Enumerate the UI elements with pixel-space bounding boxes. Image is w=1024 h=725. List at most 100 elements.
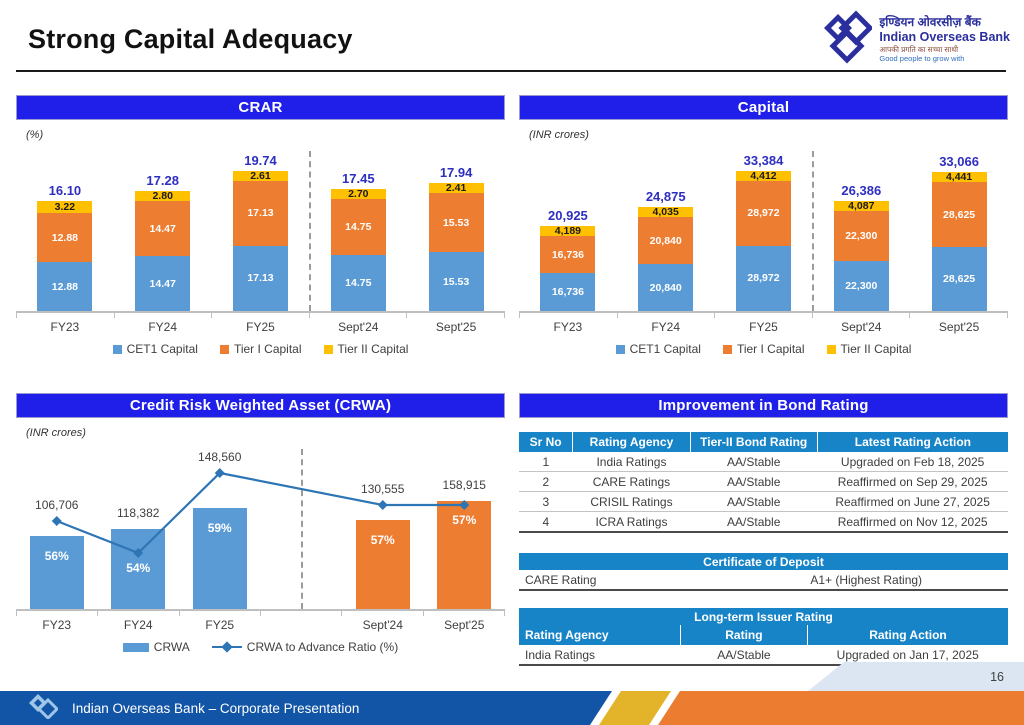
chart-legend: CRWA CRWA to Advance Ratio (%) xyxy=(16,640,505,654)
bar-group: 130,555 57% xyxy=(342,445,423,609)
chart-legend: CET1 Capital Tier I Capital Tier II Capita… xyxy=(16,342,505,356)
bar-stack: 2.80 14.47 14.47 xyxy=(135,190,191,311)
bar-segment: 14.47 xyxy=(135,256,191,311)
bar-segment: 15.53 xyxy=(428,252,484,311)
axis-label: FY23 xyxy=(553,320,583,334)
axis-tick xyxy=(261,611,343,616)
bar-segment: 17.13 xyxy=(232,180,288,246)
column-header: Rating xyxy=(679,625,808,645)
bar-segment-label: 16,736 xyxy=(551,248,584,261)
table-row: 4 ICRA Ratings AA/Stable Reaffirmed on Nov … xyxy=(519,511,1008,533)
bar-segment: 28,625 xyxy=(931,182,987,247)
bar-total-label: 26,386 xyxy=(841,182,882,198)
bar-group: 17.45 2.70 14.75 14.75 xyxy=(309,147,407,311)
crwa-panel: Credit Risk Weighted Asset (CRWA) (INR c… xyxy=(16,393,505,654)
footer-text: Indian Overseas Bank – Corporate Present… xyxy=(72,700,360,716)
axis-labels: FY23 FY24 FY25 Sept'24 Sept'25 xyxy=(519,320,1008,334)
bar-segment: 28,972 xyxy=(735,245,791,311)
certificate-of-deposit-banner: Certificate of Deposit xyxy=(519,553,1008,570)
bar-segment: 14.47 xyxy=(135,201,191,257)
table-cell: Reaffirmed on Sep 29, 2025 xyxy=(817,471,1008,492)
bar-group: 17.28 2.80 14.47 14.47 xyxy=(114,147,212,311)
table-cell: 3 xyxy=(519,491,573,512)
bar-group: 106,706 56% xyxy=(16,445,97,609)
page-title: Strong Capital Adequacy xyxy=(28,24,353,54)
bar-group: 26,386 4,087 22,300 22,300 xyxy=(812,147,910,311)
axis-label: Sept'25 xyxy=(938,320,980,334)
bar-total-label: 19.74 xyxy=(244,152,277,168)
table-cell: 4 xyxy=(519,511,573,533)
bar-stack: 3.22 12.88 12.88 xyxy=(37,200,93,311)
capital-unit-label: (INR crores) xyxy=(529,129,589,141)
axis-tick xyxy=(618,313,716,318)
bar-value-label: 118,382 xyxy=(116,505,160,520)
axis-label xyxy=(261,618,343,632)
table-cell: Upgraded on Feb 18, 2025 xyxy=(817,452,1008,472)
table-cell: AA/Stable xyxy=(690,452,818,472)
legend-swatch xyxy=(122,642,149,652)
bar-group: 17.94 2.41 15.53 15.53 xyxy=(407,147,505,311)
period-divider xyxy=(309,151,312,311)
axis-label: Sept'24 xyxy=(338,320,379,334)
table-cell: India Ratings xyxy=(572,452,691,472)
legend-label: CET1 Capital xyxy=(126,342,198,356)
table-row: 1 India Ratings AA/Stable Upgraded on Feb 1… xyxy=(519,452,1008,472)
bond-rating-banner: Improvement in Bond Rating xyxy=(519,393,1008,418)
column-header: Rating Action xyxy=(806,625,1008,645)
axis-tick xyxy=(342,611,424,616)
bar-total-label: 17.94 xyxy=(439,165,473,181)
axis-label: FY24 xyxy=(123,618,153,632)
bar-segment: 4,441 xyxy=(931,172,987,183)
table-header-row: Sr No Rating Agency Tier-II Bond Rating Lat… xyxy=(519,432,1008,452)
x-axis: FY23 FY24 FY25 Sept'24 Sept'25 xyxy=(16,609,505,632)
bank-tagline-hindi: आपकी प्रगति का सच्चा साथी xyxy=(879,44,959,54)
bar-segment: 4,412 xyxy=(735,169,791,182)
table-body: India Ratings AA/Stable Upgraded on Jan 17… xyxy=(519,645,1008,666)
legend-diamond-icon xyxy=(221,641,233,653)
bar-segment-label: 28,625 xyxy=(943,208,976,221)
x-axis: FY23 FY24 FY25 Sept'24 Sept'25 xyxy=(519,311,1008,334)
axis-label: FY23 xyxy=(50,320,80,334)
bar-group: 20,925 4,189 16,736 16,736 xyxy=(519,147,617,311)
bar-segment: 12.88 xyxy=(37,262,93,311)
bar-segment: 22,300 xyxy=(833,260,889,311)
table-header: Sr No Rating Agency Tier-II Bond Rating Lat… xyxy=(519,432,1008,452)
axis-label: Sept'24 xyxy=(362,618,403,632)
bank-logo: इण्डियन ओवरसीज़ बैंक Indian Overseas Ban… xyxy=(822,10,1010,69)
bar-segment-label: 4,189 xyxy=(554,224,582,237)
axis-tick xyxy=(407,313,505,318)
axis-tick xyxy=(16,611,99,616)
table-row: 3 CRISIL Ratings AA/Stable Reaffirmed on Ju… xyxy=(519,491,1008,512)
bar-segment-label: 4,412 xyxy=(750,169,777,182)
table-cell: 1 xyxy=(519,452,573,472)
bar-segment: 15.53 xyxy=(428,193,484,253)
crwa-unit-label: (INR crores) xyxy=(26,427,86,439)
table-cell: AA/Stable xyxy=(680,645,808,666)
bar-segment-label: 17.13 xyxy=(247,272,274,285)
long-term-issuer-banner: Long-term Issuer Rating xyxy=(519,608,1008,625)
legend-item: Tier I Capital xyxy=(219,342,302,356)
legend-label: Tier I Capital xyxy=(233,342,302,356)
column-header: Latest Rating Action xyxy=(816,432,1008,452)
bar-segment: 20,840 xyxy=(638,264,694,311)
bar-total-label: 17.45 xyxy=(342,170,375,186)
footer-emblem-icon xyxy=(28,693,60,724)
axis-tick xyxy=(910,313,1008,318)
legend-item: Tier I Capital xyxy=(722,342,805,356)
bar-total-label: 16.10 xyxy=(48,182,82,198)
bar-segment: 2.61 xyxy=(232,169,288,182)
table-cell: CARE Ratings xyxy=(572,471,691,492)
table-cell: CRISIL Ratings xyxy=(572,491,691,512)
bar-segment: 17.13 xyxy=(232,245,288,311)
bar-segment-label: 2.61 xyxy=(250,169,271,182)
bar-segment-label: 3.22 xyxy=(54,201,76,214)
bar-segment: 3.22 xyxy=(37,200,93,214)
table-row: 2 CARE Ratings AA/Stable Reaffirmed on Sep … xyxy=(519,471,1008,492)
bar-segment: 4,087 xyxy=(833,201,889,211)
crar-panel: CRAR (%) 16.10 3.22 12.88 12.88 17.28 2.80 14.… xyxy=(16,95,505,356)
table-cell: Reaffirmed on Nov 12, 2025 xyxy=(817,511,1008,533)
bar-segment-label: 20,840 xyxy=(649,234,682,247)
axis-ticks xyxy=(519,311,1008,318)
long-term-issuer-table: Rating Agency Rating Rating Action India Ra… xyxy=(519,625,1008,666)
